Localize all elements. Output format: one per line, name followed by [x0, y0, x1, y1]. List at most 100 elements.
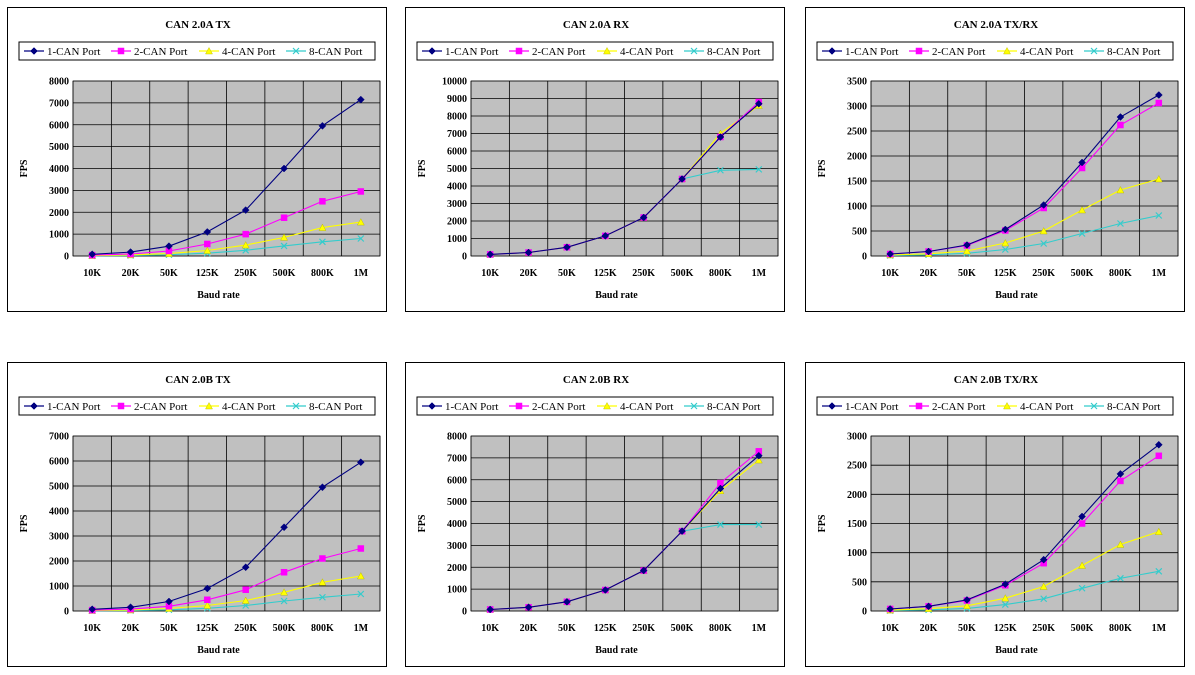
- legend-label-1: 1-CAN Port: [47, 46, 100, 58]
- legend-marker-1: [30, 47, 38, 55]
- legend-marker-1: [30, 402, 38, 410]
- y-tick-label: 6000: [447, 475, 467, 486]
- data-point: [165, 242, 173, 251]
- x-tick-label: 800K: [311, 623, 334, 634]
- data-point: [280, 588, 288, 596]
- y-axis-label: FPS: [817, 159, 828, 177]
- data-point: [280, 164, 288, 173]
- data-point: [1117, 220, 1124, 227]
- chart-svg: CAN 2.0B RX 1-CAN Port 2-CAN Port 4-CAN Por…: [416, 374, 779, 656]
- series-line: [490, 103, 760, 255]
- x-tick-label: 10K: [881, 268, 899, 279]
- series-line: [92, 575, 361, 612]
- data-point: [88, 250, 97, 259]
- y-tick-label: 1000: [447, 585, 467, 596]
- y-tick-label: 3000: [447, 199, 467, 210]
- data-point: [1117, 574, 1124, 582]
- data-point: [1039, 555, 1048, 564]
- y-tick-label: 5000: [447, 497, 467, 508]
- x-tick-label: 250K: [632, 623, 655, 634]
- series-line: [890, 214, 1159, 257]
- data-point: [1001, 239, 1010, 247]
- data-point: [1078, 512, 1086, 521]
- x-tick-label: 125K: [594, 268, 617, 279]
- data-point: [1001, 601, 1009, 609]
- x-tick-label: 250K: [1032, 623, 1055, 634]
- series-line: [92, 99, 362, 255]
- data-point: [754, 456, 763, 464]
- legend-marker-4: [292, 47, 300, 55]
- legend-label-1: 1-CAN Port: [845, 401, 898, 413]
- data-point: [1040, 595, 1048, 603]
- data-point: [357, 188, 365, 195]
- chart-legend: 1-CAN Port 2-CAN Port 4-CAN Port 8-CAN Port: [816, 396, 1174, 416]
- x-tick-label: 250K: [234, 268, 257, 279]
- data-point: [241, 241, 250, 249]
- chart-legend: 1-CAN Port 2-CAN Port 4-CAN Port 8-CAN Port: [18, 396, 376, 416]
- data-point: [280, 569, 288, 576]
- x-tick-label: 10K: [881, 623, 899, 634]
- data-point: [203, 228, 212, 236]
- data-point: [280, 597, 288, 605]
- data-point: [1116, 540, 1125, 548]
- x-tick-label: 1M: [354, 623, 369, 634]
- data-point: [1154, 175, 1163, 183]
- x-axis-label: Baud rate: [197, 645, 240, 656]
- series-line: [92, 461, 362, 610]
- data-point: [241, 596, 250, 604]
- y-tick-label: 1500: [847, 519, 867, 530]
- legend-marker-3: [205, 47, 213, 55]
- y-tick-label: 4000: [49, 507, 69, 518]
- legend-label-4: 8-CAN Port: [1107, 46, 1160, 58]
- x-tick-label: 125K: [994, 623, 1017, 634]
- legend-marker-3: [205, 402, 213, 410]
- x-tick-label: 20K: [920, 268, 938, 279]
- data-point: [203, 601, 212, 609]
- y-tick-label: 6000: [49, 457, 69, 468]
- data-point: [356, 572, 365, 580]
- legend-label-4: 8-CAN Port: [707, 401, 760, 413]
- x-tick-label: 20K: [122, 623, 140, 634]
- y-tick-label: 1000: [847, 548, 867, 559]
- x-tick-label: 1M: [1152, 623, 1167, 634]
- x-tick-label: 125K: [594, 623, 617, 634]
- data-point: [357, 545, 365, 552]
- legend-marker-2: [915, 47, 923, 55]
- x-tick-label: 20K: [122, 268, 140, 279]
- data-point: [1039, 201, 1048, 209]
- y-tick-label: 0: [462, 607, 467, 618]
- data-point: [241, 563, 250, 572]
- y-tick-label: 7000: [447, 129, 467, 140]
- data-point: [486, 250, 495, 259]
- data-point: [242, 586, 249, 593]
- y-tick-label: 4000: [447, 519, 467, 530]
- data-point: [280, 523, 288, 532]
- legend-marker-3: [1003, 47, 1011, 55]
- chart-can-2-0a-rx: CAN 2.0A RX 1-CAN Port 2-CAN Port 4-CAN Por…: [405, 7, 785, 312]
- chart-title: CAN 2.0B RX: [563, 374, 629, 386]
- y-tick-label: 3000: [847, 102, 867, 113]
- legend-label-2: 2-CAN Port: [932, 401, 985, 413]
- series-1-can-port: [886, 91, 1163, 258]
- data-point: [963, 601, 971, 609]
- data-point: [1117, 121, 1124, 129]
- x-tick-label: 500K: [273, 623, 296, 634]
- x-tick-label: 800K: [709, 623, 732, 634]
- data-point: [1154, 527, 1163, 535]
- chart-svg: CAN 2.0A TX/RX 1-CAN Port 2-CAN Port 4-CAN …: [816, 19, 1179, 301]
- y-tick-label: 5000: [447, 164, 467, 175]
- data-point: [318, 223, 327, 231]
- data-point: [601, 232, 610, 240]
- y-tick-label: 7000: [49, 98, 69, 109]
- series-line: [92, 221, 361, 257]
- data-point: [755, 165, 763, 173]
- data-point: [1039, 227, 1048, 235]
- legend-label-1: 1-CAN Port: [445, 401, 498, 413]
- y-tick-label: 7000: [447, 453, 467, 464]
- x-tick-label: 500K: [1071, 268, 1094, 279]
- x-tick-label: 1M: [354, 268, 369, 279]
- data-point: [639, 213, 648, 222]
- y-tick-label: 2000: [49, 208, 69, 219]
- x-tick-label: 20K: [920, 623, 938, 634]
- x-tick-label: 50K: [958, 623, 976, 634]
